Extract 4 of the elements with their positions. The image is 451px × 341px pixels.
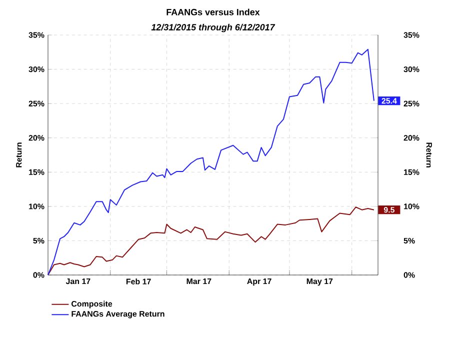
line-series [48, 206, 374, 276]
chart-subtitle: 12/31/2015 through 6/12/2017 [151, 24, 276, 32]
line-series [48, 48, 374, 276]
chart-title: FAANGs versus Index [166, 8, 260, 16]
